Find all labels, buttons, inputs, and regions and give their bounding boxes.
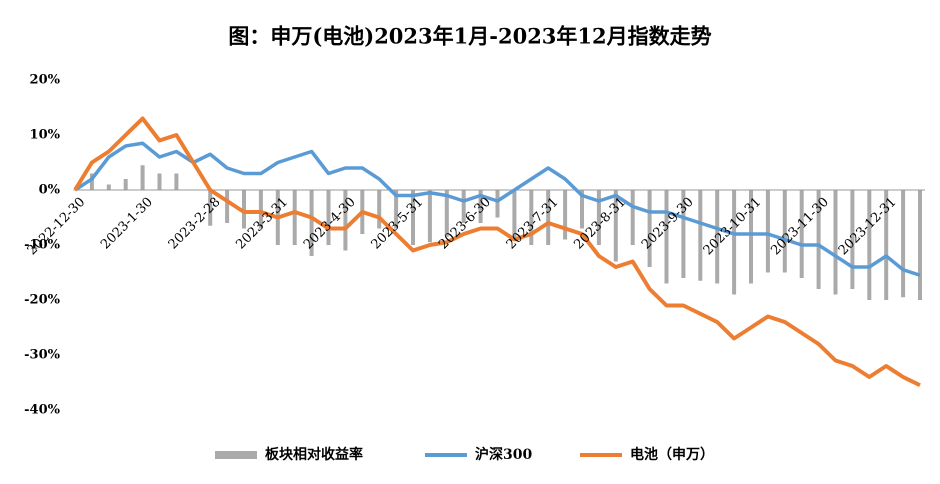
bar xyxy=(512,190,517,240)
bar xyxy=(664,190,669,284)
bar xyxy=(833,190,838,295)
bar xyxy=(343,190,348,251)
bar xyxy=(411,190,415,245)
y-tick-label: 20% xyxy=(30,73,61,88)
bar xyxy=(732,190,737,295)
y-tick-label: -40% xyxy=(24,403,60,418)
bar xyxy=(208,190,213,226)
line-series xyxy=(74,141,921,277)
bar xyxy=(749,190,753,284)
bar xyxy=(326,190,331,245)
bar xyxy=(157,173,162,190)
bar xyxy=(478,190,483,223)
bar xyxy=(715,190,720,284)
bar xyxy=(867,190,872,300)
bar xyxy=(884,190,889,300)
chart-title: 图：申万(电池)2023年1月-2023年12月指数走势 xyxy=(228,24,711,49)
legend-label: 电池（申万） xyxy=(630,446,714,463)
bar xyxy=(918,190,922,300)
bar xyxy=(681,190,686,278)
bar xyxy=(580,190,584,229)
bar xyxy=(309,190,314,256)
bar xyxy=(799,190,804,278)
bar xyxy=(613,190,618,262)
bar xyxy=(394,190,399,229)
bar xyxy=(123,179,128,190)
bar xyxy=(901,190,906,298)
bar xyxy=(647,190,652,267)
legend-label: 沪深300 xyxy=(475,446,532,463)
y-tick-label: 10% xyxy=(30,128,61,143)
y-tick-label: -20% xyxy=(24,293,60,308)
bar xyxy=(444,190,449,237)
bar xyxy=(698,190,703,281)
bar xyxy=(461,190,466,223)
legend-swatch xyxy=(215,451,257,459)
bar xyxy=(140,165,145,190)
line-series xyxy=(73,116,921,388)
bar xyxy=(258,190,263,229)
x-tick-label: 2023-2-28 xyxy=(166,195,224,253)
bar xyxy=(174,173,179,190)
y-tick-label: -10% xyxy=(24,238,60,253)
x-tick-label: 2023-1-30 xyxy=(98,195,156,253)
bar xyxy=(529,190,534,245)
bar xyxy=(596,190,601,245)
bar xyxy=(106,184,111,190)
bar xyxy=(427,190,432,243)
bar xyxy=(850,190,855,289)
bar xyxy=(816,190,821,289)
bar xyxy=(563,190,568,240)
bar xyxy=(495,190,500,218)
bar xyxy=(242,190,246,229)
bar xyxy=(630,190,635,245)
bar xyxy=(292,190,297,245)
y-tick-label: -30% xyxy=(24,348,60,363)
bar xyxy=(765,190,770,273)
bar xyxy=(782,190,787,273)
bar xyxy=(89,173,94,190)
bar xyxy=(546,190,551,245)
bar xyxy=(377,190,382,229)
legend-label: 板块相对收益率 xyxy=(265,446,363,463)
bar xyxy=(225,190,230,223)
y-tick-label: 0% xyxy=(39,183,61,198)
